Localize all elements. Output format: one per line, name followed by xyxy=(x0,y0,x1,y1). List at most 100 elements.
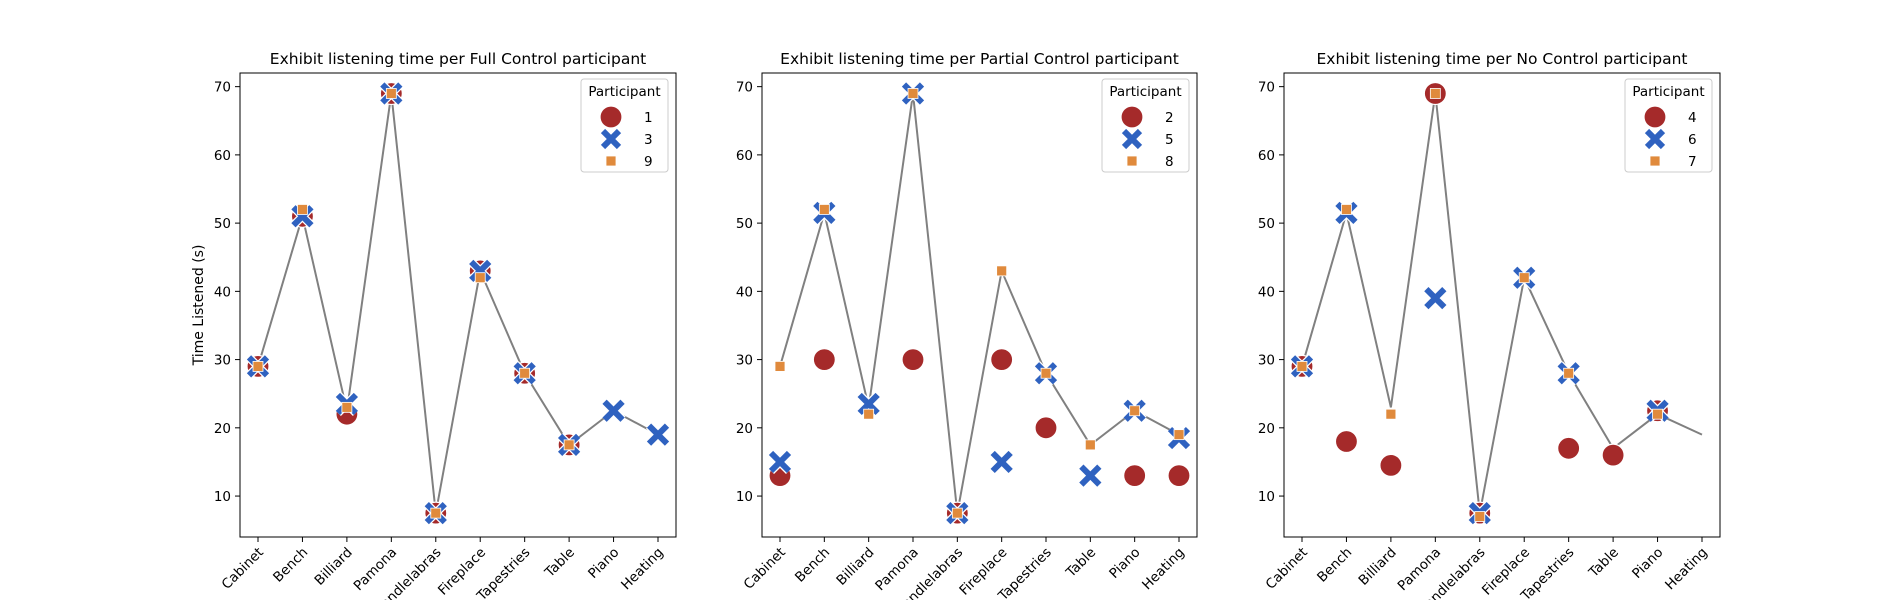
data-point-cross xyxy=(602,399,625,422)
data-point-cross xyxy=(1424,287,1447,310)
plot-frame xyxy=(239,72,677,538)
chart-panel-3: Exhibit listening time per No Control pa… xyxy=(1258,50,1721,600)
series-line xyxy=(257,93,659,514)
x-tick-label: Heating xyxy=(1662,545,1711,594)
data-point-square xyxy=(1652,408,1663,420)
y-tick-label: 70 xyxy=(736,80,753,96)
data-point-square xyxy=(863,408,875,420)
legend-label: 4 xyxy=(1688,110,1697,126)
x-tick-label: Bench xyxy=(270,545,311,586)
x-tick-label: Bench xyxy=(1314,545,1355,586)
legend-marker-circle xyxy=(1643,105,1667,129)
y-tick-label: 10 xyxy=(736,489,753,505)
data-point-square xyxy=(563,439,575,451)
x-tick-label: Heating xyxy=(1139,545,1188,594)
x-tick-label: Cabinet xyxy=(741,545,789,593)
legend-marker-cross xyxy=(600,128,622,150)
x-tick-label: Table xyxy=(541,545,578,582)
data-point-cross xyxy=(990,450,1013,474)
plot-frame xyxy=(1283,72,1721,538)
series-cross-6 xyxy=(1289,200,1670,526)
data-point-circle xyxy=(901,347,925,372)
x-tick-label: Table xyxy=(1062,545,1099,582)
data-point-square xyxy=(1341,204,1352,215)
y-tick-label: 40 xyxy=(1258,284,1275,300)
legend-marker-circle xyxy=(599,105,623,129)
x-tick-label: Heating xyxy=(618,545,667,594)
y-tick-label: 70 xyxy=(214,80,231,96)
data-point-square xyxy=(1040,367,1052,379)
x-tick-label: Billiard xyxy=(312,545,356,589)
y-tick-label: 30 xyxy=(214,353,231,369)
legend-label: 2 xyxy=(1165,110,1174,126)
legend: Participant 4 6 7 xyxy=(1624,78,1713,173)
series-line xyxy=(1301,93,1703,514)
x-tick-label: Cabinet xyxy=(219,545,267,593)
legend-box xyxy=(580,78,669,173)
data-point-square xyxy=(341,401,353,413)
y-tick-label: 40 xyxy=(736,284,753,300)
data-point-circle xyxy=(990,347,1014,372)
data-point-circle xyxy=(1557,436,1581,460)
y-tick-label: 30 xyxy=(1258,353,1275,369)
x-tick-label: Cabinet xyxy=(1263,545,1311,593)
data-point-circle xyxy=(1334,429,1359,454)
data-point-square xyxy=(1173,429,1185,441)
data-point-square xyxy=(1563,367,1575,379)
y-tick-label: 50 xyxy=(214,216,231,232)
data-point-square xyxy=(1385,408,1397,420)
legend-box xyxy=(1624,78,1713,173)
data-point-circle xyxy=(1379,453,1403,477)
legend-title: Participant xyxy=(1109,84,1181,100)
data-point-cross xyxy=(1079,464,1102,487)
plot-frame xyxy=(761,72,1198,538)
data-point-circle xyxy=(1167,463,1191,488)
legend-title: Participant xyxy=(1632,84,1704,100)
data-point-square xyxy=(297,204,308,215)
chart-panel-2: Exhibit listening time per Partial Contr… xyxy=(736,50,1198,600)
series-line xyxy=(779,93,1180,514)
data-point-square xyxy=(996,265,1008,277)
y-tick-label: 10 xyxy=(214,489,231,505)
legend-label: 1 xyxy=(644,110,653,126)
data-point-circle xyxy=(1123,463,1147,488)
y-axis-label: Time Listened (s) xyxy=(191,245,207,367)
legend-marker-cross xyxy=(1644,128,1666,150)
series-square-9 xyxy=(252,88,575,519)
data-point-cross xyxy=(291,205,314,228)
legend-marker-square xyxy=(1649,155,1661,167)
y-tick-label: 20 xyxy=(214,421,231,437)
legend-marker-square xyxy=(1126,155,1138,167)
data-point-cross xyxy=(857,392,880,416)
legend: Participant 2 5 8 xyxy=(1101,78,1190,173)
data-point-square xyxy=(774,361,786,372)
data-point-square xyxy=(907,88,919,99)
data-point-square xyxy=(252,361,264,372)
legend-title: Participant xyxy=(588,84,660,100)
legend-marker-square xyxy=(605,155,617,167)
y-tick-label: 20 xyxy=(1258,421,1275,437)
x-tick-label: Piano xyxy=(585,545,622,582)
y-tick-label: 30 xyxy=(736,353,753,369)
legend-label: 5 xyxy=(1165,132,1174,148)
series-square-8 xyxy=(774,88,1185,519)
y-tick-label: 40 xyxy=(214,284,231,300)
data-point-square xyxy=(818,204,830,215)
legend-marker-cross xyxy=(1121,128,1143,150)
x-tick-label: Table xyxy=(1585,545,1622,582)
data-point-square xyxy=(430,507,442,519)
data-point-square xyxy=(385,88,397,99)
chart-panel-1: Exhibit listening time per Full Control … xyxy=(191,50,677,600)
legend-label: 3 xyxy=(644,132,653,148)
legend-label: 8 xyxy=(1165,154,1174,170)
y-tick-label: 60 xyxy=(1258,148,1275,164)
y-tick-label: 50 xyxy=(1258,216,1275,232)
y-tick-label: 50 xyxy=(736,216,753,232)
data-point-square xyxy=(1084,439,1096,451)
chart-title: Exhibit listening time per Full Control … xyxy=(270,50,646,68)
legend-label: 7 xyxy=(1688,154,1697,170)
series-circle-4 xyxy=(1290,81,1670,525)
legend: Participant 1 3 9 xyxy=(580,78,669,173)
data-point-square xyxy=(1296,361,1308,372)
y-tick-label: 10 xyxy=(1258,489,1275,505)
